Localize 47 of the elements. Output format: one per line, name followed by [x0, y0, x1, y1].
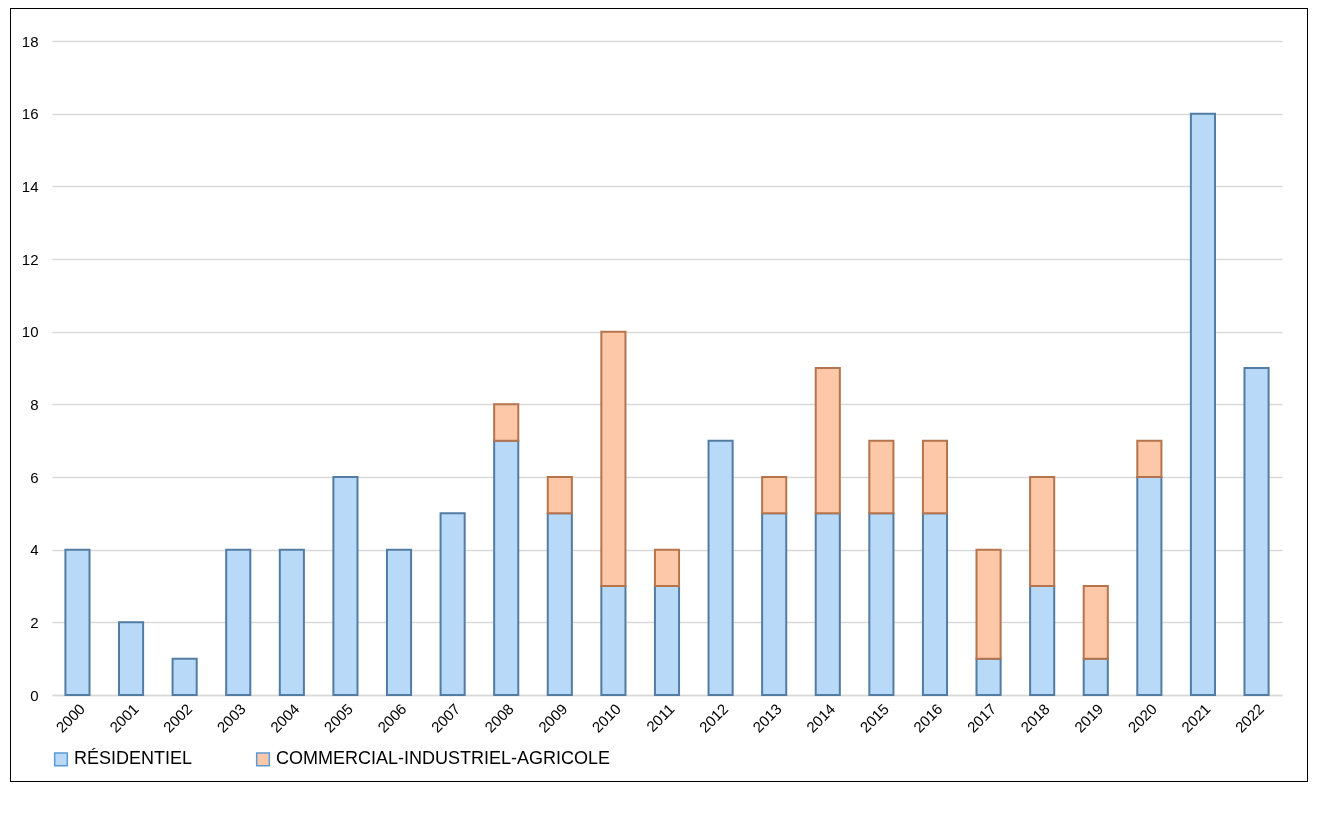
- bar: [332, 476, 359, 696]
- bar: [868, 512, 895, 696]
- legend-label: COMMERCIAL-INDUSTRIEL-AGRICOLE: [276, 748, 611, 769]
- bar: [278, 548, 305, 696]
- bar: [975, 657, 1002, 696]
- bar: [1029, 476, 1056, 587]
- bar: [1189, 112, 1217, 696]
- bar: [814, 512, 841, 696]
- bar: [600, 330, 627, 587]
- bar: [653, 585, 681, 696]
- y-tick-label: 4: [30, 541, 39, 559]
- bar: [1136, 476, 1163, 696]
- bar: [814, 367, 841, 515]
- bar: [1082, 585, 1109, 660]
- bar: [600, 585, 627, 696]
- y-tick-label: 0: [30, 686, 39, 704]
- bar: [546, 476, 573, 515]
- bar: [921, 439, 949, 515]
- bar: [439, 512, 466, 696]
- y-tick-label: 6: [30, 468, 39, 486]
- y-tick-label: 18: [21, 32, 39, 50]
- bar: [493, 439, 520, 696]
- y-tick-label: 16: [21, 105, 39, 123]
- y-tick-label: 12: [21, 250, 39, 268]
- bar: [761, 512, 788, 696]
- bar: [385, 548, 413, 696]
- bar: [117, 621, 145, 696]
- bar: [707, 439, 734, 696]
- bar: [921, 512, 949, 696]
- bar: [546, 512, 573, 696]
- bar: [225, 548, 252, 696]
- y-tick-label: 14: [21, 177, 39, 195]
- bar: [868, 439, 895, 515]
- bar: [1082, 657, 1109, 696]
- bar: [1243, 367, 1270, 696]
- bar: [1136, 439, 1163, 478]
- bar: [171, 657, 198, 696]
- bar: [975, 548, 1002, 660]
- bar: [493, 403, 520, 442]
- bar: [1029, 585, 1056, 696]
- y-tick-label: 8: [30, 395, 39, 413]
- y-tick-label: 10: [21, 323, 39, 341]
- bar: [653, 548, 681, 587]
- y-tick-label: 2: [30, 613, 39, 631]
- bar: [761, 476, 788, 515]
- legend-label: RÉSIDENTIEL: [74, 748, 193, 769]
- bar: [64, 548, 91, 696]
